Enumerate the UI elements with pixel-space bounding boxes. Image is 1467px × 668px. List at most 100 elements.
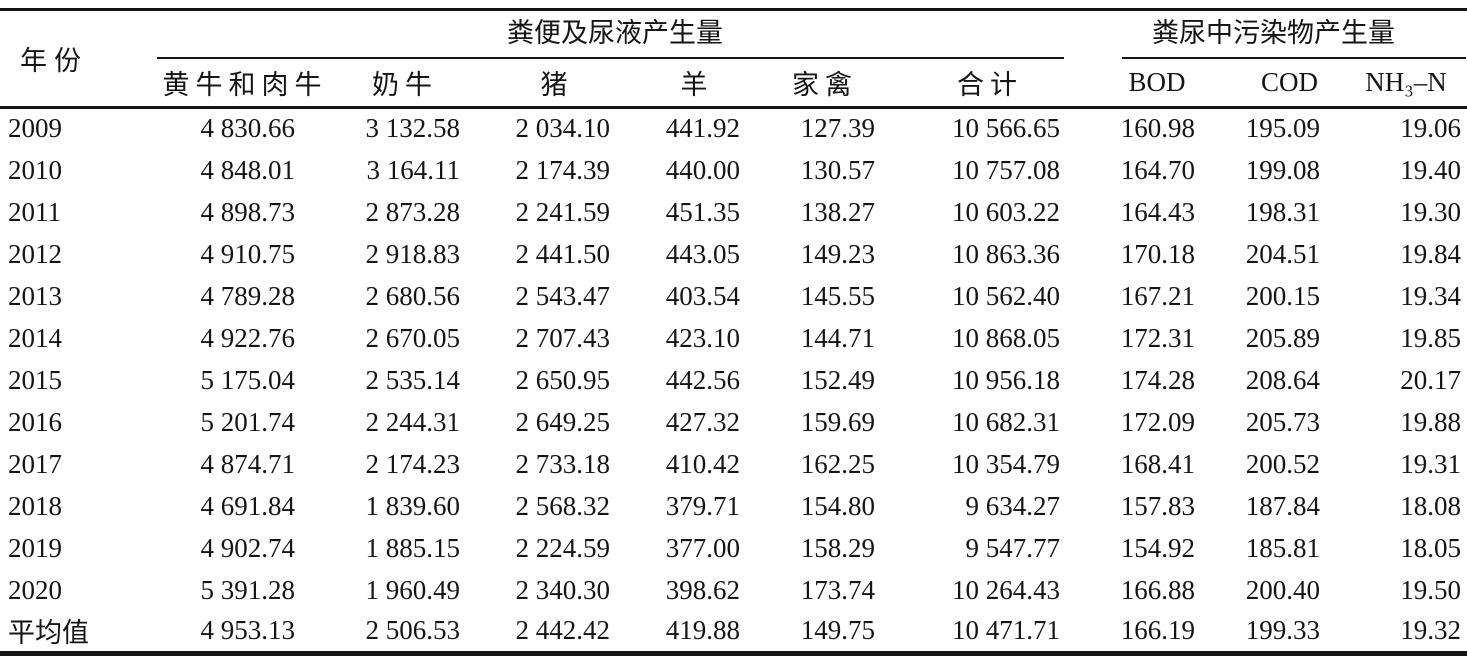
column-header-bod: BOD [1080,59,1234,109]
value-cell: 138.27 [800,196,875,227]
row-year-label: 2014 [8,322,62,353]
value-cell: 10 562.40 [952,280,1060,311]
value-cell: 1 885.15 [365,532,461,563]
value-cell: 19.40 [1400,154,1461,185]
value-cell: 18.08 [1400,490,1461,521]
value-cell: 419.88 [665,615,740,646]
value-cell: 377.00 [665,532,740,563]
value-cell: 2 680.56 [365,280,461,311]
value-cell: 20.17 [1400,364,1461,395]
table-row: 2012 4 910.75 2 918.83 2 441.50 443.05 149.23… [0,233,1467,275]
value-cell: 10 757.08 [952,154,1060,185]
value-cell: 19.34 [1400,280,1461,311]
value-cell: 2 174.23 [365,448,461,479]
livestock-manure-production-table: 年份 粪便及尿液产生量 粪尿中污染物产生量 黄牛和肉牛 奶牛 猪 羊 家禽 合计… [0,8,1467,656]
value-cell: 2 543.47 [515,280,611,311]
value-cell: 199.08 [1245,154,1320,185]
value-cell: 130.57 [800,154,875,185]
table-row: 2016 5 201.74 2 244.31 2 649.25 427.32 159.69… [0,401,1467,443]
value-cell: 204.51 [1245,238,1320,269]
value-cell: 160.98 [1120,113,1195,144]
group-header-pollutant-production: 粪尿中污染物产生量 [1080,10,1467,59]
value-cell: 3 132.58 [365,113,461,144]
value-cell: 157.83 [1120,490,1195,521]
value-cell: 4 922.76 [200,322,296,353]
year-column-header: 年份 [0,9,150,109]
value-cell: 423.10 [665,322,740,353]
value-cell: 4 830.66 [200,113,296,144]
value-cell: 403.54 [665,280,740,311]
value-cell: 443.05 [665,238,740,269]
value-cell: 2 568.32 [515,490,611,521]
group-label-manure-urine: 粪便及尿液产生量 [507,18,723,48]
column-header-poultry: 家禽 [750,59,894,109]
value-cell: 2 873.28 [365,196,461,227]
value-cell: 19.88 [1400,406,1461,437]
value-cell: 174.28 [1120,364,1195,395]
table-row: 2013 4 789.28 2 680.56 2 543.47 403.54 145.55… [0,275,1467,317]
value-cell: 19.50 [1400,574,1461,605]
value-cell: 170.18 [1120,238,1195,269]
value-cell: 2 441.50 [515,238,611,269]
value-cell: 19.32 [1400,615,1461,646]
value-cell: 410.42 [665,448,740,479]
value-cell: 1 960.49 [365,574,461,605]
row-year-label: 2015 [8,364,62,395]
row-year-label: 2019 [8,532,62,563]
value-cell: 164.70 [1120,154,1195,185]
table-row: 2017 4 874.71 2 174.23 2 733.18 410.42 162.25… [0,443,1467,485]
value-cell: 167.21 [1120,280,1195,311]
value-cell: 5 175.04 [200,364,296,395]
row-year-label: 2010 [8,154,62,185]
value-cell: 379.71 [665,490,740,521]
group-header-row: 年份 粪便及尿液产生量 粪尿中污染物产生量 [0,9,1467,109]
value-cell: 5 201.74 [200,406,296,437]
table-row: 2011 4 898.73 2 873.28 2 241.59 451.35 138.27… [0,191,1467,233]
value-cell: 4 898.73 [200,196,296,227]
value-cell: 19.30 [1400,196,1461,227]
value-cell: 19.31 [1400,448,1461,479]
row-year-label: 2013 [8,280,62,311]
value-cell: 199.33 [1245,615,1320,646]
value-cell: 2 034.10 [515,113,611,144]
value-cell: 442.56 [665,364,740,395]
value-cell: 2 241.59 [515,196,611,227]
group-underline-left [157,57,1064,59]
table-row: 2019 4 902.74 1 885.15 2 224.59 377.00 158.29… [0,527,1467,569]
value-cell: 200.40 [1245,574,1320,605]
value-cell: 144.71 [800,322,875,353]
value-cell: 440.00 [665,154,740,185]
value-cell: 195.09 [1245,113,1320,144]
row-year-label: 2017 [8,448,62,479]
group-header-manure-urine-production: 粪便及尿液产生量 [150,10,1080,59]
value-cell: 19.84 [1400,238,1461,269]
value-cell: 162.25 [800,448,875,479]
value-cell: 10 566.65 [952,113,1060,144]
value-cell: 2 224.59 [515,532,611,563]
column-header-pig: 猪 [470,59,638,109]
value-cell: 154.80 [800,490,875,521]
value-cell: 2 670.05 [365,322,461,353]
value-cell: 145.55 [800,280,875,311]
value-cell: 4 953.13 [200,615,296,646]
value-cell: 10 264.43 [952,574,1060,605]
table-row: 2020 5 391.28 1 960.49 2 340.30 398.62 173.74… [0,569,1467,611]
value-cell: 10 603.22 [952,196,1060,227]
value-cell: 2 244.31 [365,406,461,437]
value-cell: 2 174.39 [515,154,611,185]
group-underline-right [1122,57,1466,59]
value-cell: 205.89 [1245,322,1320,353]
value-cell: 10 682.31 [952,406,1060,437]
value-cell: 2 442.42 [515,615,611,646]
value-cell: 173.74 [800,574,875,605]
row-year-label: 2009 [8,113,62,144]
value-cell: 10 354.79 [952,448,1060,479]
value-cell: 4 910.75 [200,238,296,269]
value-cell: 10 863.36 [952,238,1060,269]
sub-header-row: 黄牛和肉牛 奶牛 猪 羊 家禽 合计 BOD COD NH₃–N [0,59,1467,109]
value-cell: 2 340.30 [515,574,611,605]
value-cell: 149.75 [800,615,875,646]
row-year-label: 平均值 [8,618,89,649]
value-cell: 3 164.11 [366,154,461,185]
value-cell: 2 649.25 [515,406,611,437]
